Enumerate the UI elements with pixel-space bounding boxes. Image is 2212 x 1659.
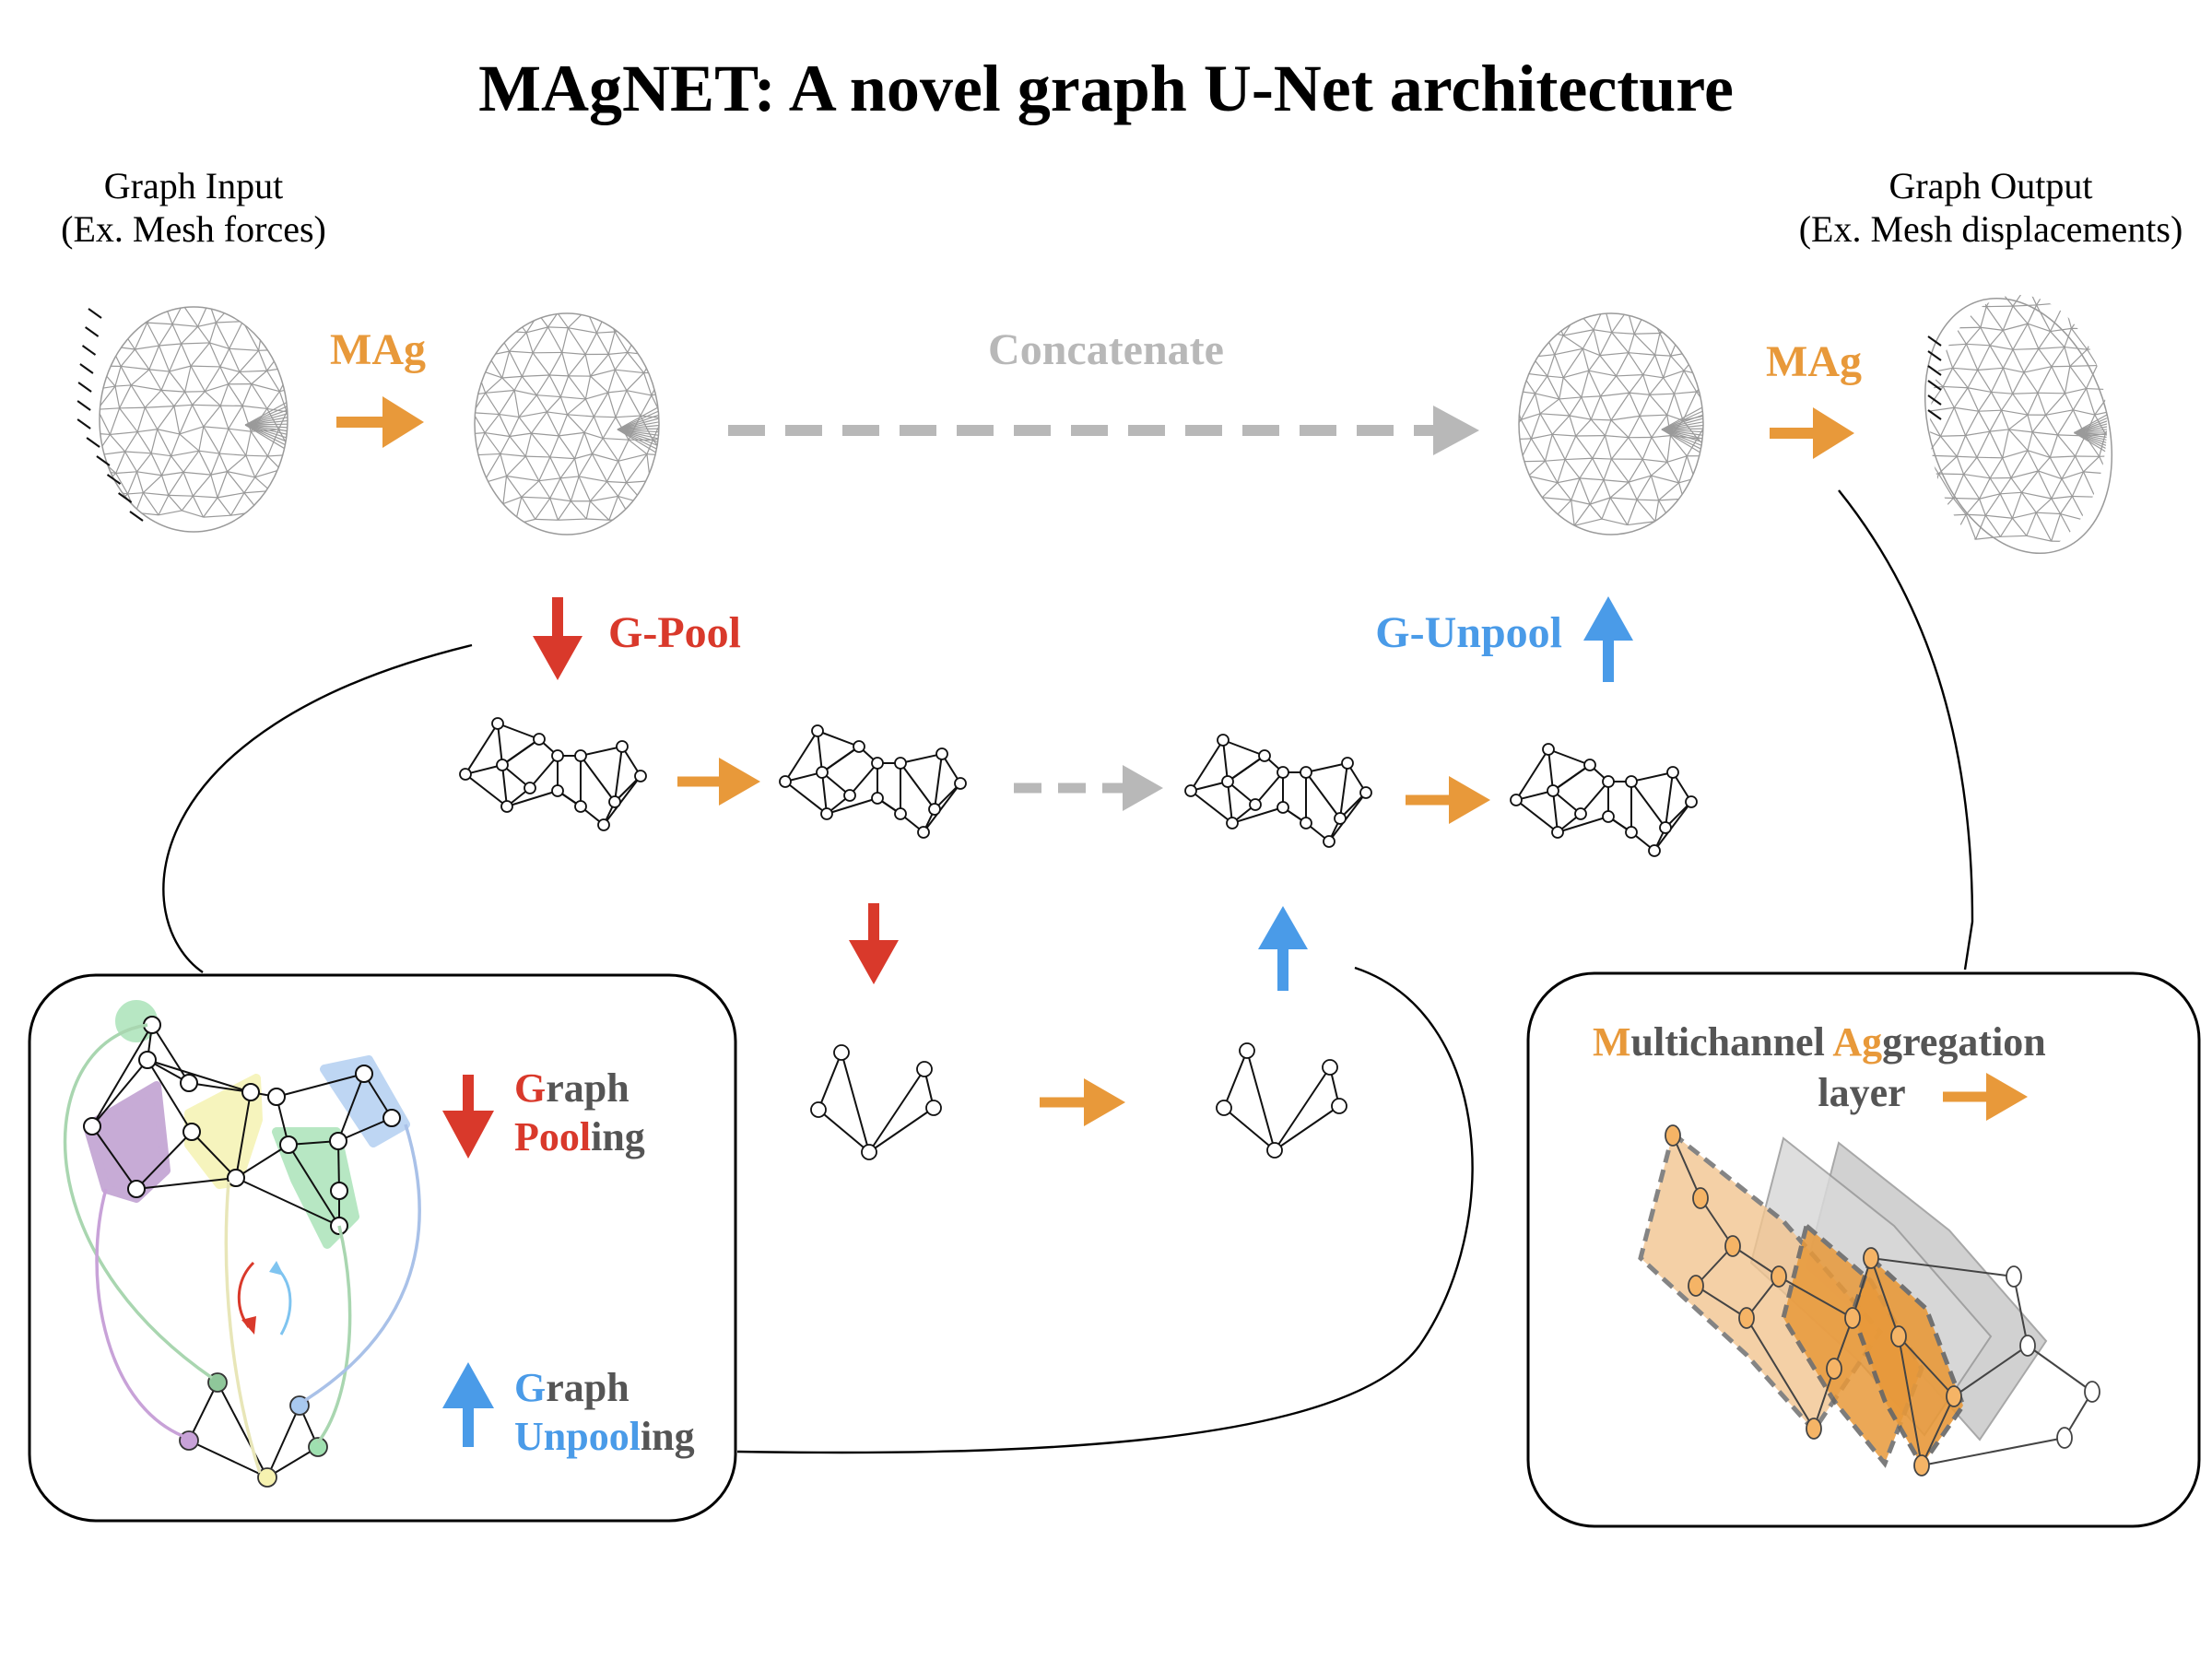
- gunpool-arrow: [1583, 596, 1633, 682]
- level1-graph-d: [1510, 743, 1698, 857]
- concatenate-arrow-level1: [1014, 765, 1163, 811]
- level1-graph-c: [1184, 734, 1372, 848]
- graph-pooling-line1: Graph: [514, 1065, 629, 1111]
- unpool-connector-curve: [736, 966, 1474, 1454]
- graph-input-label: Graph Input: [104, 165, 283, 206]
- mag-legend-arrow: [1943, 1073, 2028, 1121]
- mag-illustration: [1638, 1124, 2100, 1477]
- level1-graph-b: [779, 724, 967, 839]
- level2-graph-b: [1216, 1042, 1347, 1159]
- graph-unpooling-arrow: [442, 1362, 494, 1447]
- gpool-arrow-level2: [849, 903, 899, 984]
- mag-arrow-left: [336, 396, 424, 448]
- mag-arrow-level2: [1040, 1078, 1125, 1126]
- graph-pooling-arrow: [442, 1075, 494, 1159]
- level1-graph-a: [459, 717, 647, 831]
- gpool-label: G-Pool: [608, 608, 741, 657]
- graph-output-example: (Ex. Mesh displacements): [1799, 208, 2183, 250]
- page-title: MAgNET: A novel graph U-Net architecture: [478, 52, 1734, 125]
- mag-title-line2: layer: [1818, 1070, 1905, 1115]
- concatenate-arrow: [728, 406, 1479, 455]
- graph-output-label: Graph Output: [1888, 165, 2092, 206]
- graph-input-example: (Ex. Mesh forces): [61, 208, 326, 250]
- decoded-mesh: [1519, 313, 1703, 526]
- mag-title-line1: Multichannel Aggregation: [1593, 1019, 2046, 1065]
- pooling-illustration: [63, 1000, 421, 1488]
- mag-arrow-right: [1770, 407, 1854, 459]
- mag-arrow-level1-b: [1406, 776, 1490, 824]
- concatenate-label: Concatenate: [988, 325, 1224, 374]
- gunpool-arrow-level2: [1258, 906, 1308, 991]
- fixed-boundary-hatch: [76, 308, 144, 522]
- graph-pooling-line2: Pooling: [514, 1114, 645, 1159]
- gunpool-label: G-Unpool: [1375, 608, 1562, 657]
- graph-unpooling-line2: Unpooling: [514, 1414, 695, 1459]
- mag-arrow-level1-a: [677, 758, 760, 806]
- output-mesh: [1930, 295, 2107, 543]
- graph-unpooling-line1: Graph: [514, 1365, 629, 1410]
- mag-label-right: MAg: [1766, 337, 1862, 386]
- output-boundary-hatch: [1927, 335, 1942, 420]
- gpool-arrow: [533, 597, 582, 680]
- pool-connector-curve: [162, 643, 473, 973]
- level2-graph-a: [810, 1044, 942, 1160]
- encoded-mesh: [475, 313, 659, 527]
- mag-label-left: MAg: [330, 325, 426, 374]
- mag-connector-curve: [1838, 489, 1974, 971]
